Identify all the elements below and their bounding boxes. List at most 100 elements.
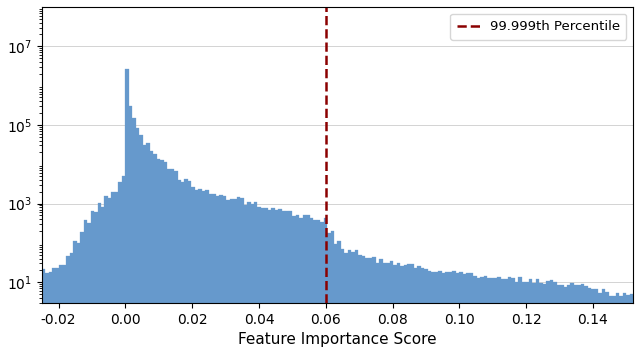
Bar	[153, 154, 157, 354]
Bar	[570, 283, 574, 354]
Bar	[609, 296, 612, 354]
Bar	[285, 211, 289, 354]
Bar	[466, 273, 470, 354]
Bar	[567, 285, 570, 354]
Bar	[84, 220, 87, 354]
Bar	[174, 171, 177, 354]
Bar	[598, 293, 602, 354]
Bar	[247, 202, 250, 354]
Bar	[379, 259, 383, 354]
Bar	[289, 211, 292, 354]
Bar	[310, 218, 313, 354]
Bar	[184, 179, 188, 354]
Bar	[66, 256, 70, 354]
Bar	[511, 278, 515, 354]
Bar	[404, 266, 407, 354]
Bar	[177, 180, 181, 354]
Bar	[623, 293, 626, 354]
Bar	[167, 169, 170, 354]
Bar	[150, 151, 153, 354]
Bar	[532, 283, 536, 354]
Bar	[393, 265, 397, 354]
Bar	[303, 216, 306, 354]
Bar	[487, 278, 490, 354]
Bar	[553, 282, 557, 354]
Bar	[97, 203, 101, 354]
Bar	[278, 209, 282, 354]
Bar	[143, 145, 146, 354]
Bar	[386, 263, 390, 354]
Bar	[438, 271, 442, 354]
Bar	[348, 250, 351, 354]
Bar	[140, 135, 143, 354]
Bar	[376, 263, 379, 354]
Bar	[250, 204, 254, 354]
Bar	[118, 182, 122, 354]
Bar	[87, 223, 91, 354]
Bar	[324, 218, 327, 354]
Bar	[334, 244, 337, 354]
Bar	[477, 278, 480, 354]
Bar	[320, 222, 324, 354]
Bar	[264, 208, 268, 354]
Bar	[501, 279, 504, 354]
Bar	[108, 198, 111, 354]
Bar	[372, 257, 376, 354]
Bar	[369, 258, 372, 354]
Bar	[543, 284, 546, 354]
Bar	[125, 69, 129, 354]
Bar	[60, 265, 63, 354]
Bar	[470, 273, 473, 354]
Bar	[390, 261, 393, 354]
Bar	[70, 253, 73, 354]
Bar	[170, 169, 174, 354]
Bar	[292, 216, 296, 354]
Bar	[240, 199, 244, 354]
Bar	[490, 278, 494, 354]
Bar	[129, 106, 132, 354]
Bar	[49, 272, 52, 354]
Bar	[341, 250, 344, 354]
Bar	[484, 276, 487, 354]
Bar	[351, 252, 355, 354]
Bar	[612, 296, 616, 354]
Bar	[400, 267, 404, 354]
Bar	[244, 205, 247, 354]
Bar	[205, 190, 209, 354]
Bar	[630, 295, 633, 354]
Bar	[52, 268, 56, 354]
Bar	[442, 273, 445, 354]
Bar	[529, 279, 532, 354]
Bar	[195, 190, 198, 354]
Bar	[355, 250, 358, 354]
Bar	[209, 194, 212, 354]
Bar	[445, 272, 449, 354]
Bar	[410, 264, 414, 354]
Bar	[63, 264, 66, 354]
Bar	[459, 272, 463, 354]
Bar	[431, 272, 435, 354]
Bar	[452, 271, 456, 354]
Bar	[449, 272, 452, 354]
Bar	[365, 258, 369, 354]
Bar	[317, 220, 320, 354]
Bar	[421, 268, 424, 354]
Bar	[230, 199, 233, 354]
Bar	[77, 243, 80, 354]
Bar	[362, 256, 365, 354]
Bar	[237, 198, 240, 354]
Bar	[296, 215, 300, 354]
Bar	[605, 292, 609, 354]
Bar	[508, 277, 511, 354]
Bar	[300, 218, 303, 354]
Bar	[306, 215, 310, 354]
Bar	[397, 263, 400, 354]
Bar	[435, 272, 438, 354]
Bar	[525, 282, 529, 354]
Bar	[101, 207, 104, 354]
Bar	[115, 192, 118, 354]
Bar	[560, 285, 563, 354]
Bar	[268, 210, 271, 354]
Bar	[157, 159, 160, 354]
Bar	[428, 272, 431, 354]
